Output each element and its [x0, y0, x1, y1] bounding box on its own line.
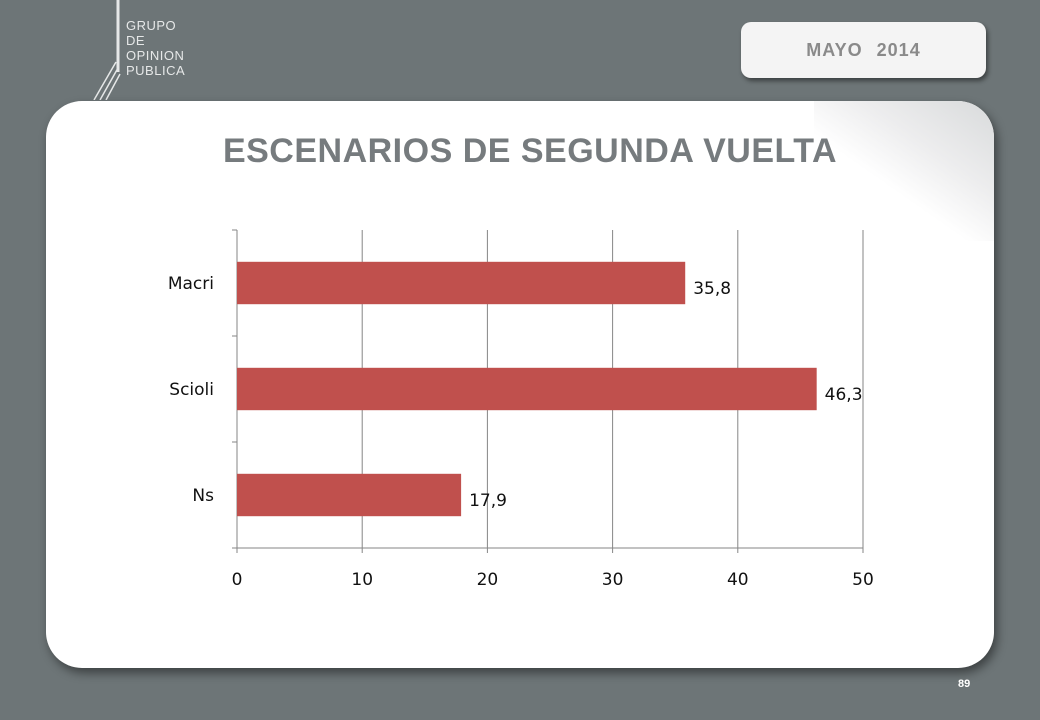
- bar-ns: [237, 473, 462, 517]
- logo-line: PUBLICA: [126, 63, 186, 78]
- page-curl-decoration: [814, 101, 994, 241]
- page-number: 89: [958, 678, 971, 690]
- category-label: Macri: [168, 274, 214, 294]
- bar-chart: 0 10 20 30 40 50 Macri 35,8 Scioli 46,3 Ns 17,9: [168, 229, 874, 590]
- date-badge: MAYO 2014: [741, 22, 986, 78]
- data-label: 17,9: [469, 491, 507, 511]
- logo-line: OPINION: [126, 48, 185, 63]
- category-label: Ns: [192, 486, 214, 506]
- data-label: 46,3: [825, 385, 863, 405]
- data-label: 35,8: [693, 279, 731, 299]
- logo-text: GRUPO DE OPINION PUBLICA: [126, 18, 185, 78]
- logo-line: GRUPO: [126, 18, 177, 33]
- x-tick-label: 50: [852, 570, 874, 590]
- page-title: ESCENARIOS DE SEGUNDA VUELTA: [222, 132, 838, 170]
- x-tick-label: 10: [351, 570, 373, 590]
- logo-line: DE: [126, 33, 146, 48]
- date-year: 2014: [876, 39, 921, 60]
- category-label: Scioli: [169, 380, 214, 400]
- x-tick-label: 40: [727, 570, 749, 590]
- x-tick-label: 20: [477, 570, 499, 590]
- x-tick-label: 30: [602, 570, 624, 590]
- bar-scioli: [237, 367, 817, 411]
- x-tick-label: 0: [232, 570, 243, 590]
- date-month: MAYO: [806, 39, 863, 60]
- grupo-opinion-publica-logo-mark: [93, 0, 121, 100]
- bar-macri: [237, 261, 686, 305]
